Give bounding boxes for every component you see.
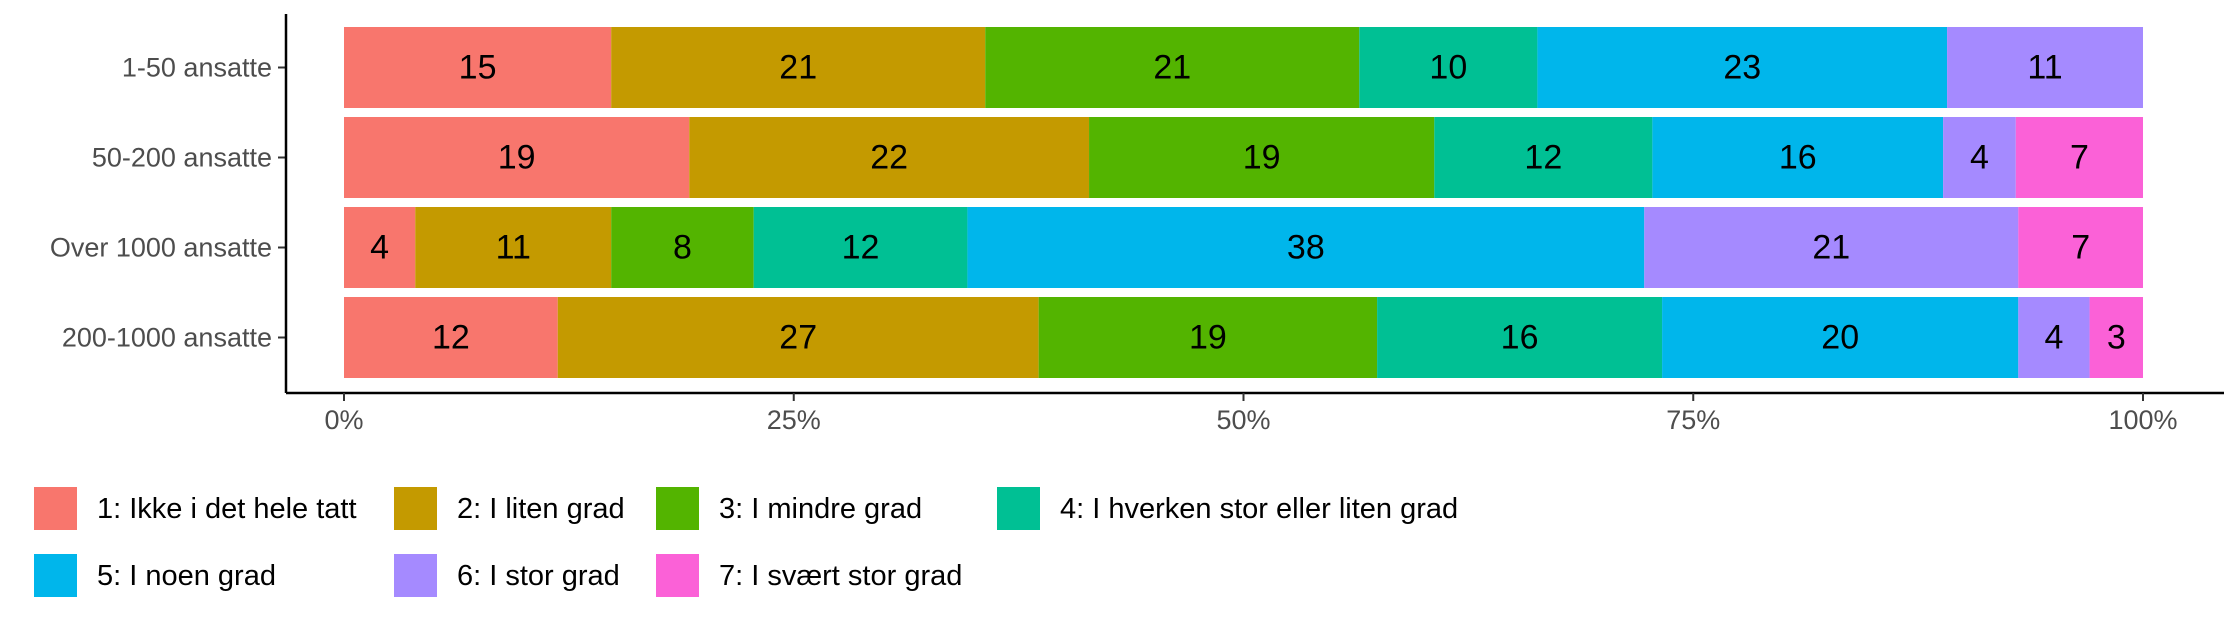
legend-label-7: 7: I svært stor grad <box>719 560 962 592</box>
legend-label-1: 1: Ikke i det hele tatt <box>97 493 357 525</box>
data-label-1-50-ansatte-s3: 21 <box>1153 49 1191 87</box>
legend-label-3: 3: I mindre grad <box>719 493 922 525</box>
bar-50-200-ansatte-s5 <box>1652 117 1944 198</box>
bar-over-1000-ansatte-s1 <box>344 207 416 288</box>
data-label-50-200-ansatte-s2: 22 <box>870 139 908 177</box>
bar-1-50-ansatte-s4 <box>1359 27 1538 108</box>
bar-200-1000-ansatte-s4 <box>1377 297 1663 378</box>
data-label-200-1000-ansatte-s4: 16 <box>1501 319 1539 357</box>
bar-over-1000-ansatte-s5 <box>967 207 1645 288</box>
legend-swatch-6 <box>394 554 437 597</box>
bar-over-1000-ansatte-s7 <box>2018 207 2143 288</box>
bar-200-1000-ansatte-s1 <box>344 297 558 378</box>
x-tick-label-4: 100% <box>2108 405 2177 435</box>
legend: 1: Ikke i det hele tatt 2: I liten grad 3:… <box>34 487 1458 597</box>
data-label-50-200-ansatte-s4: 12 <box>1524 139 1562 177</box>
data-label-over-1000-ansatte-s5: 38 <box>1287 229 1325 267</box>
data-label-over-1000-ansatte-s1: 4 <box>370 229 389 267</box>
data-label-over-1000-ansatte-s6: 21 <box>1812 229 1850 267</box>
legend-swatch-1 <box>34 487 77 530</box>
data-label-1-50-ansatte-s2: 21 <box>779 49 817 87</box>
bar-1-50-ansatte-s3 <box>985 27 1360 108</box>
legend-swatch-7 <box>656 554 699 597</box>
data-label-over-1000-ansatte-s7: 7 <box>2071 229 2090 267</box>
bar-200-1000-ansatte-s6 <box>2018 297 2090 378</box>
bar-over-1000-ansatte-s2 <box>415 207 612 288</box>
x-tick-label-1: 25% <box>767 405 821 435</box>
y-tick-label-50-200-ansatte: 50-200 ansatte <box>92 143 272 173</box>
data-label-1-50-ansatte-s5: 23 <box>1723 49 1761 87</box>
data-label-over-1000-ansatte-s3: 8 <box>673 229 692 267</box>
y-tick-label-over-1000-ansatte: Over 1000 ansatte <box>50 233 272 263</box>
bar-50-200-ansatte-s2 <box>689 117 1090 198</box>
data-label-200-1000-ansatte-s5: 20 <box>1821 319 1859 357</box>
x-tick-label-2: 50% <box>1216 405 1270 435</box>
data-label-200-1000-ansatte-s2: 27 <box>779 319 817 357</box>
data-label-50-200-ansatte-s1: 19 <box>498 139 536 177</box>
legend-label-4: 4: I hverken stor eller liten grad <box>1060 493 1458 525</box>
data-label-50-200-ansatte-s3: 19 <box>1243 139 1281 177</box>
bar-200-1000-ansatte-s7 <box>2089 297 2143 378</box>
bars-layer: 15 21 21 10 23 11 19 22 19 12 16 4 7 4 11 8 12 38 21 7 12 27 1… <box>344 27 2143 378</box>
legend-swatch-2 <box>394 487 437 530</box>
legend-label-6: 6: I stor grad <box>457 560 620 592</box>
data-label-200-1000-ansatte-s6: 4 <box>2044 319 2063 357</box>
bar-50-200-ansatte-s4 <box>1434 117 1653 198</box>
bar-over-1000-ansatte-s4 <box>753 207 968 288</box>
data-label-over-1000-ansatte-s2: 11 <box>496 229 531 267</box>
bar-200-1000-ansatte-s3 <box>1038 297 1378 378</box>
axes-layer: 1-50 ansatte 50-200 ansatte Over 1000 ansa… <box>50 14 2224 435</box>
x-tick-label-0: 0% <box>324 405 363 435</box>
y-tick-label-200-1000-ansatte: 200-1000 ansatte <box>62 323 272 353</box>
data-label-1-50-ansatte-s6: 11 <box>2027 49 2062 87</box>
legend-swatch-5 <box>34 554 77 597</box>
bar-200-1000-ansatte-s5 <box>1662 297 2019 378</box>
y-tick-label-1-50-ansatte: 1-50 ansatte <box>122 53 272 83</box>
legend-label-2: 2: I liten grad <box>457 493 625 525</box>
bar-50-200-ansatte-s3 <box>1089 117 1435 198</box>
bar-1-50-ansatte-s1 <box>344 27 612 108</box>
bar-200-1000-ansatte-s2 <box>557 297 1039 378</box>
bar-50-200-ansatte-s1 <box>344 117 690 198</box>
bar-over-1000-ansatte-s6 <box>1644 207 2019 288</box>
data-label-50-200-ansatte-s5: 16 <box>1779 139 1817 177</box>
bar-50-200-ansatte-s6 <box>1943 117 2016 198</box>
data-label-50-200-ansatte-s6: 4 <box>1970 139 1989 177</box>
bar-1-50-ansatte-s5 <box>1537 27 1948 108</box>
bar-1-50-ansatte-s6 <box>1947 27 2143 108</box>
data-label-50-200-ansatte-s7: 7 <box>2070 139 2089 177</box>
data-label-1-50-ansatte-s4: 10 <box>1429 49 1467 87</box>
data-label-200-1000-ansatte-s1: 12 <box>432 319 470 357</box>
legend-swatch-4 <box>997 487 1040 530</box>
bar-1-50-ansatte-s2 <box>611 27 986 108</box>
data-label-200-1000-ansatte-s7: 3 <box>2107 319 2126 357</box>
bar-50-200-ansatte-s7 <box>2015 117 2143 198</box>
data-label-200-1000-ansatte-s3: 19 <box>1189 319 1227 357</box>
data-label-1-50-ansatte-s1: 15 <box>459 49 497 87</box>
data-label-over-1000-ansatte-s4: 12 <box>842 229 880 267</box>
legend-label-5: 5: I noen grad <box>97 560 276 592</box>
legend-swatch-3 <box>656 487 699 530</box>
bar-over-1000-ansatte-s3 <box>611 207 754 288</box>
x-tick-label-3: 75% <box>1666 405 1720 435</box>
